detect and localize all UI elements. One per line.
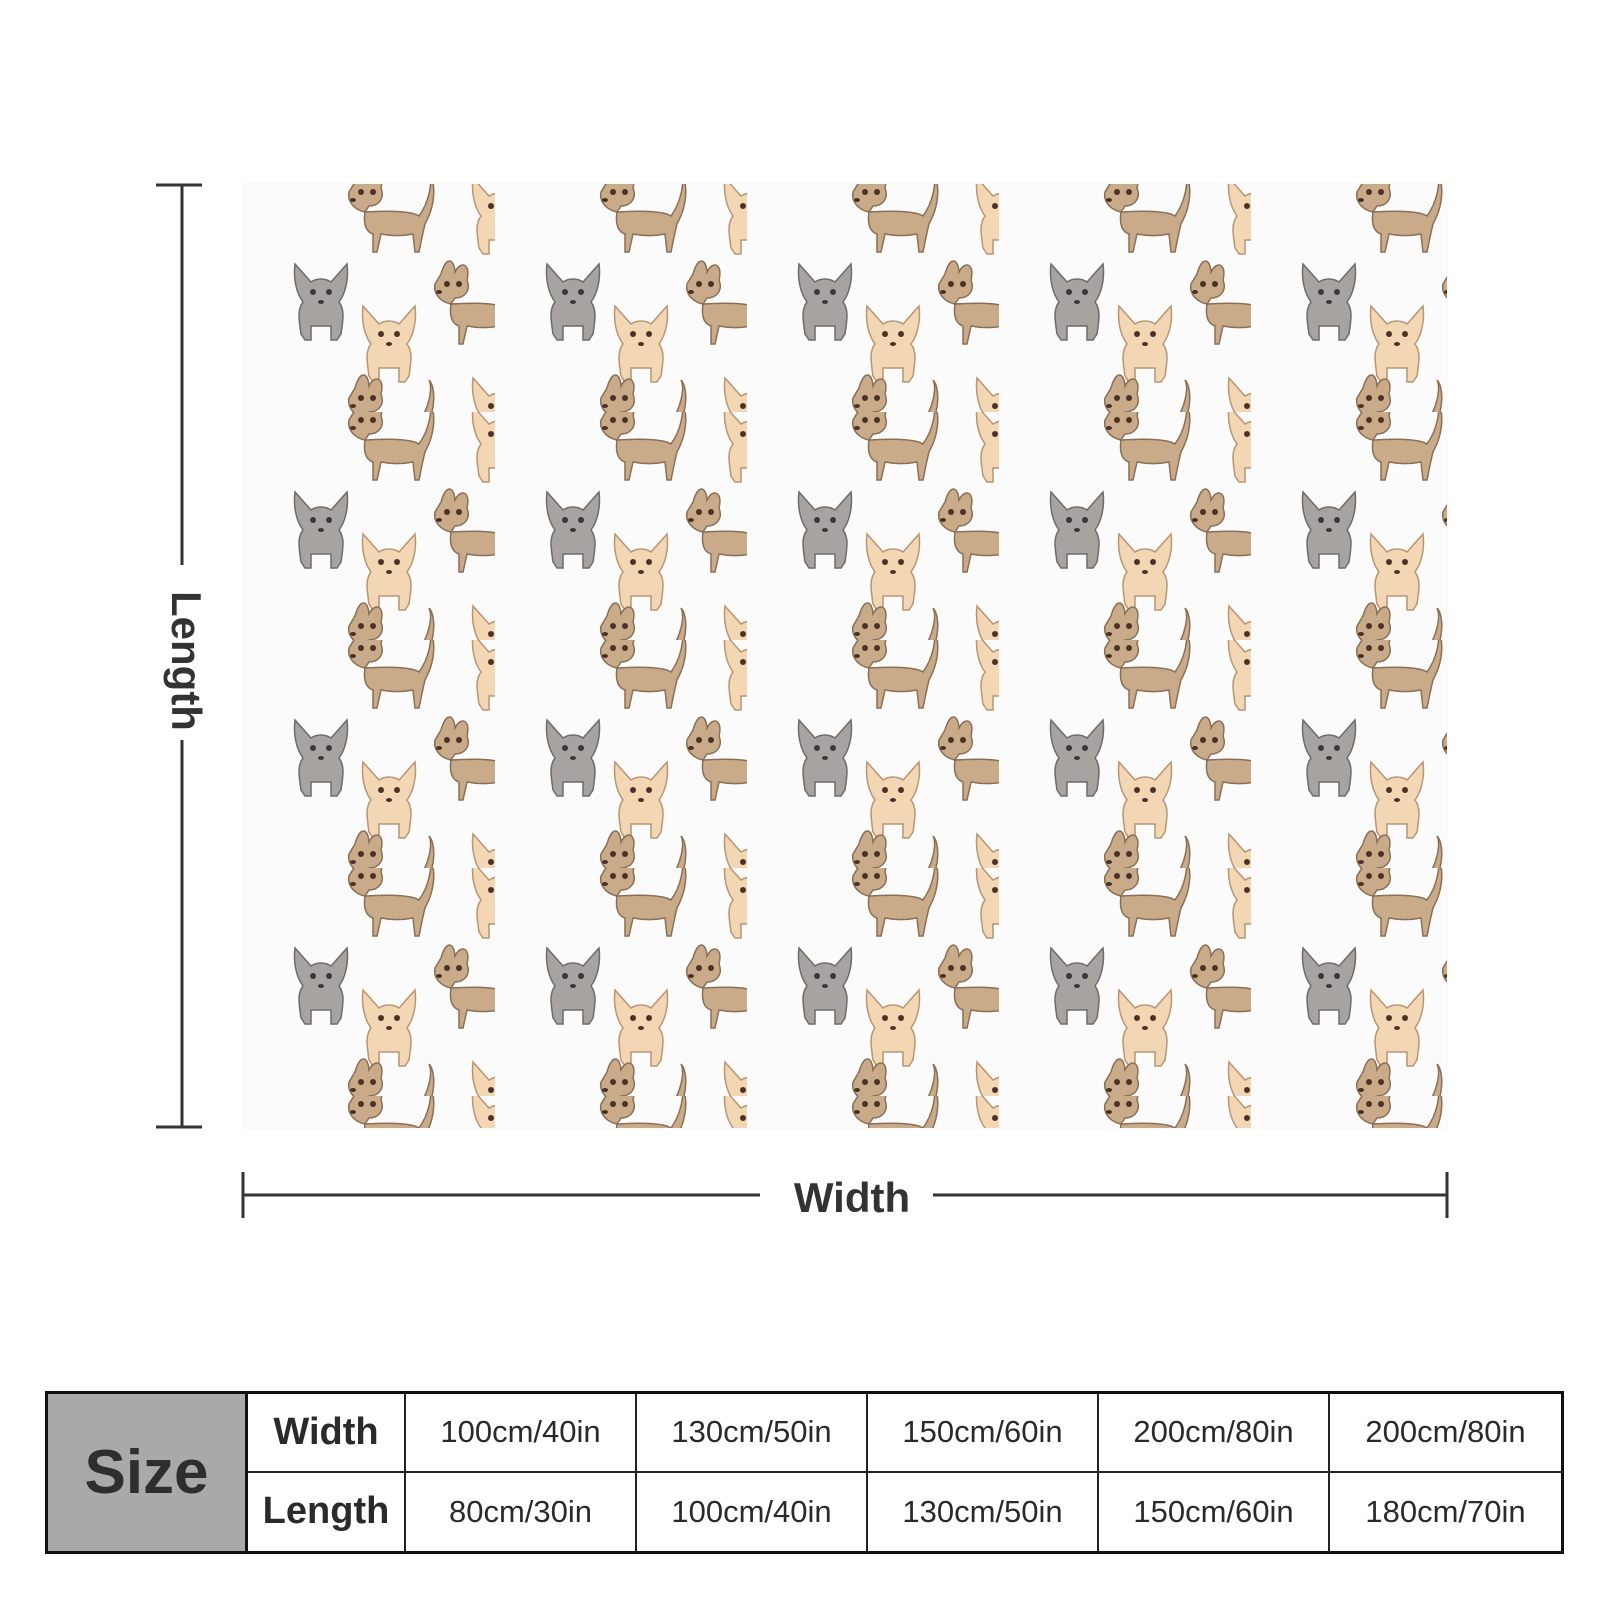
size-table: Size Width 100cm/40in 130cm/50in 150cm/6… bbox=[45, 1391, 1564, 1554]
row-label-length: Length bbox=[248, 1472, 406, 1551]
size-cell-width: 200cm/80in bbox=[1099, 1394, 1330, 1473]
size-cell-length: 130cm/50in bbox=[868, 1472, 1099, 1551]
row-label-width: Width bbox=[248, 1394, 406, 1473]
size-grid: Width 100cm/40in 130cm/50in 150cm/60in 2… bbox=[248, 1394, 1561, 1551]
size-cell-width: 150cm/60in bbox=[868, 1394, 1099, 1473]
size-cell-width: 130cm/50in bbox=[637, 1394, 868, 1473]
size-cell-width: 100cm/40in bbox=[406, 1394, 637, 1473]
size-cell-width: 200cm/80in bbox=[1330, 1394, 1561, 1473]
width-label: Width bbox=[793, 1174, 911, 1221]
size-cell-length: 180cm/70in bbox=[1365, 1493, 1526, 1529]
size-cell-length: 80cm/30in bbox=[406, 1472, 637, 1551]
size-header: Size bbox=[48, 1394, 248, 1551]
blanket-preview bbox=[243, 184, 1447, 1128]
chihuahua-pattern bbox=[243, 184, 1447, 1128]
length-label: Length bbox=[163, 591, 210, 731]
pattern-fill bbox=[243, 184, 1447, 1128]
size-cell-length: 150cm/60in bbox=[1099, 1472, 1330, 1551]
size-cell-length: 100cm/40in bbox=[637, 1472, 868, 1551]
